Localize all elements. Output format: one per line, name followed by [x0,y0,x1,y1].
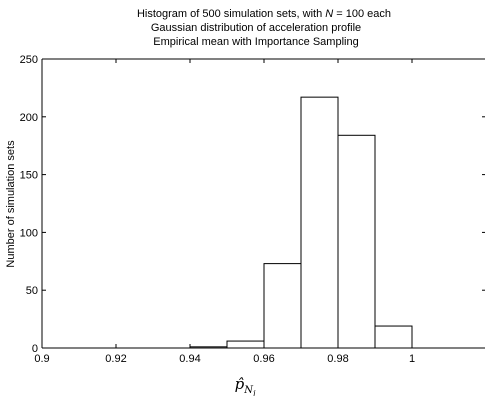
x-tick-label-2: 0.94 [179,353,200,365]
histogram-bar-4 [337,134,376,349]
title-line-2: Gaussian distribution of acceleration pr… [151,22,361,34]
y-tick-label-3: 150 [20,170,38,182]
y-tick-label-1: 50 [26,285,38,297]
x-axis-label: p̂Nj [235,375,256,396]
y-tick-label-2: 100 [20,227,38,239]
title-line-1: Histogram of 500 simulation sets, with N… [137,8,391,20]
x-axis-label-subsubscript: j [251,389,256,396]
x-axis-label-main: p̂ [235,375,245,393]
title-line-3: Empirical mean with Importance Sampling [153,36,358,48]
x-tick-label-4: 0.98 [327,353,348,365]
x-tick-label-5: 1 [409,353,415,365]
y-axis-label: Number of simulation sets [5,140,17,268]
histogram-bar-3 [300,96,339,349]
title-line-1-part-a: Histogram of 500 simulation sets, with [137,8,325,20]
x-tick-label-1: 0.92 [105,353,126,365]
y-tick-label-5: 250 [20,54,38,66]
histogram-bar-2 [263,263,302,349]
y-tick-label-0: 0 [32,343,38,355]
histogram-bar-5 [374,325,413,349]
x-tick-label-0: 0.9 [34,353,49,365]
title-line-1-italic-n: N [325,8,333,20]
y-tick-label-4: 200 [20,112,38,124]
title-line-1-part-b: = 100 each [333,8,391,20]
plot-area: 0.9 0.92 0.94 0.96 0.98 1 0 50 100 150 200 250 [20,54,485,365]
x-axis-label-subscript: N [243,385,254,396]
x-tick-label-3: 0.96 [253,353,274,365]
histogram-bar-1 [226,340,265,349]
chart-title: Histogram of 500 simulation sets, with N… [137,8,391,48]
